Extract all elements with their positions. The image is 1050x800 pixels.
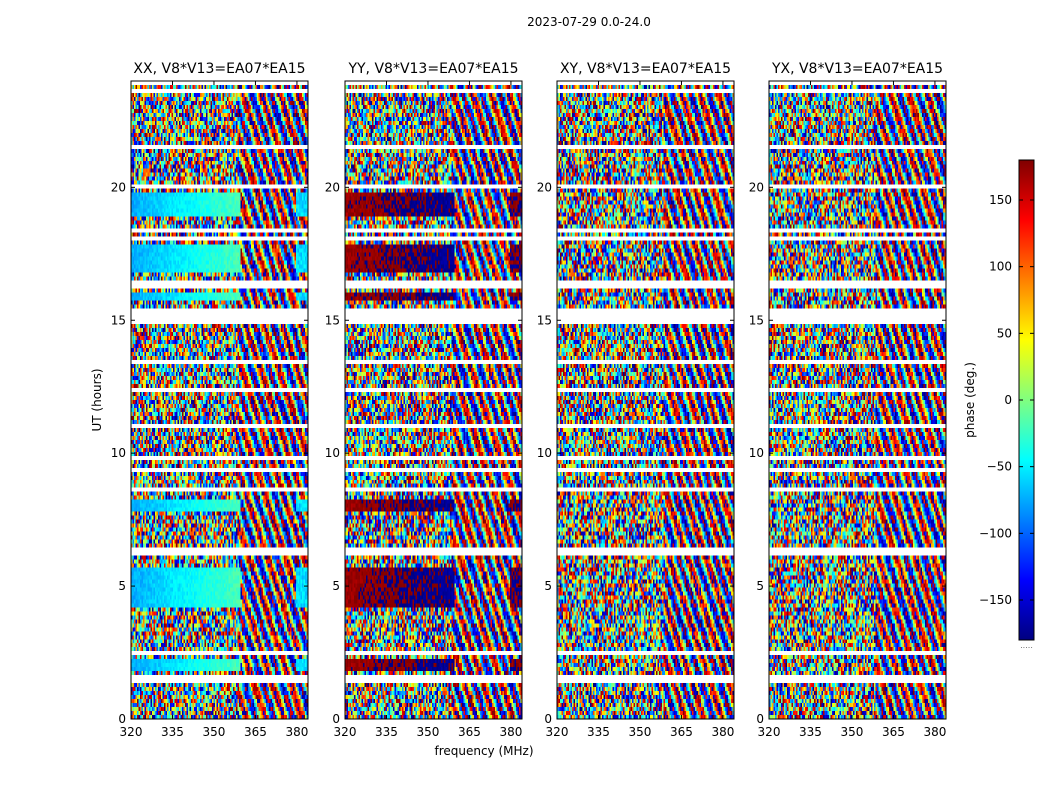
panel-frame <box>556 80 735 720</box>
panel-title: YX, V8*V13=EA07*EA15 <box>771 61 943 77</box>
colorbar-tick-label: 50 <box>997 326 1012 340</box>
phase-heatmap-2 <box>345 81 522 719</box>
x-tick-label: 350 <box>841 725 864 739</box>
y-tick-label: 5 <box>118 579 126 593</box>
y-tick-label: 20 <box>537 180 552 194</box>
colorbar-tick-label: −100 <box>979 526 1012 540</box>
panel-4: YX, V8*V13=EA07*EA15 320 335 350 365 380 0 5 10 1… <box>749 61 947 739</box>
y-tick-label: 20 <box>749 180 764 194</box>
colorbar-tick-label: 100 <box>989 260 1012 274</box>
x-tick-label: 335 <box>161 725 184 739</box>
panel-title: XX, V8*V13=EA07*EA15 <box>133 61 305 77</box>
y-tick-label: 20 <box>325 180 340 194</box>
y-tick-label: 15 <box>749 313 764 327</box>
y-tick-label: 10 <box>111 446 126 460</box>
x-tick-label: 335 <box>799 725 822 739</box>
y-tick-label: 15 <box>325 313 340 327</box>
x-tick-label: 320 <box>546 725 569 739</box>
panel-frame <box>130 80 309 720</box>
panel-title: YY, V8*V13=EA07*EA15 <box>347 61 518 77</box>
x-tick-label: 335 <box>587 725 610 739</box>
panel-frame <box>768 80 947 720</box>
panel-frame <box>344 80 523 720</box>
y-tick-label: 10 <box>325 446 340 460</box>
y-tick-label: 5 <box>756 579 764 593</box>
x-tick-label: 335 <box>375 725 398 739</box>
colorbar-extension-dots: ..... <box>1020 641 1033 650</box>
y-tick-label: 15 <box>537 313 552 327</box>
phase-heatmap-4 <box>769 81 946 719</box>
y-tick-label: 5 <box>332 579 340 593</box>
x-tick-label: 350 <box>417 725 440 739</box>
colorbar-tick-label: −150 <box>979 593 1012 607</box>
panel-1: XX, V8*V13=EA07*EA15 320 335 350 365 380 0 5 10 1… <box>111 61 309 739</box>
y-tick-label: 20 <box>111 180 126 194</box>
x-tick-label: 350 <box>629 725 652 739</box>
x-tick-label: 380 <box>711 725 734 739</box>
x-tick-label: 350 <box>203 725 226 739</box>
x-tick-label: 380 <box>285 725 308 739</box>
y-axis-label: UT (hours) <box>90 368 104 431</box>
colorbar-tick-label: 0 <box>1004 393 1012 407</box>
x-tick-label: 365 <box>882 725 905 739</box>
phase-heatmap-1 <box>131 81 308 719</box>
x-tick-label: 365 <box>244 725 267 739</box>
x-axis-label: frequency (MHz) <box>434 744 533 758</box>
x-tick-label: 380 <box>923 725 946 739</box>
y-tick-label: 10 <box>537 446 552 460</box>
panel-3: XY, V8*V13=EA07*EA15 320 335 350 365 380 0 5 10 1… <box>537 61 735 739</box>
panel-2: YY, V8*V13=EA07*EA15 320 335 350 365 380 0 5 10 1… <box>325 61 523 739</box>
figure-suptitle: 2023-07-29 0.0-24.0 <box>527 15 651 29</box>
x-tick-label: 320 <box>758 725 781 739</box>
panel-title: XY, V8*V13=EA07*EA15 <box>560 61 731 77</box>
x-tick-label: 320 <box>334 725 357 739</box>
colorbar-tick-label: 150 <box>989 193 1012 207</box>
y-tick-label: 5 <box>544 579 552 593</box>
x-tick-label: 365 <box>458 725 481 739</box>
y-tick-label: 10 <box>749 446 764 460</box>
y-tick-label: 15 <box>111 313 126 327</box>
x-tick-label: 380 <box>499 725 522 739</box>
y-tick-label: 0 <box>118 712 126 726</box>
y-tick-label: 0 <box>332 712 340 726</box>
phase-heatmap-3 <box>557 81 734 719</box>
colorbar: 150 100 50 0 −50 −100 −150..... <box>979 159 1035 650</box>
colorbar-tick-label: −50 <box>987 460 1012 474</box>
y-tick-label: 0 <box>756 712 764 726</box>
x-tick-label: 365 <box>670 725 693 739</box>
y-tick-label: 0 <box>544 712 552 726</box>
colorbar-label: phase (deg.) <box>963 362 977 438</box>
x-tick-label: 320 <box>120 725 143 739</box>
